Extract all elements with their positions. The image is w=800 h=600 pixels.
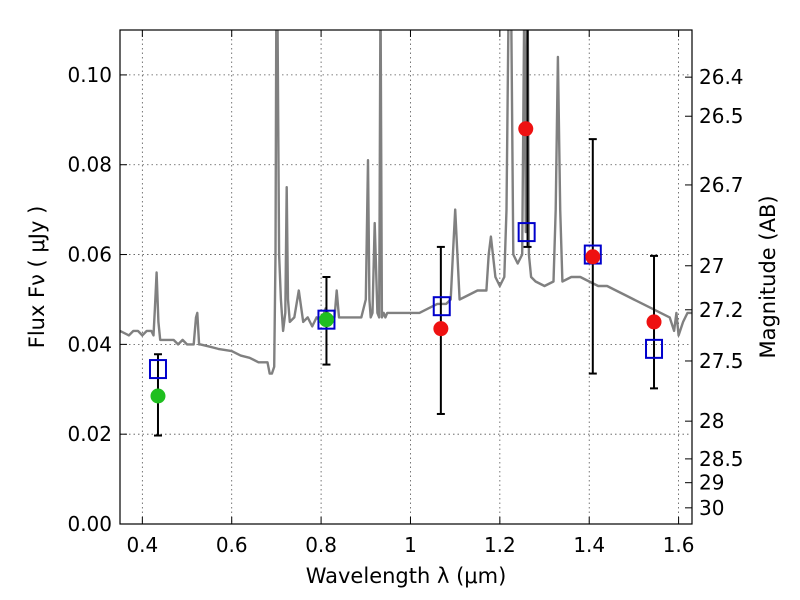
x-axis-label: Wavelength λ (μm) [306, 564, 507, 588]
y-tick-label: 0.08 [67, 153, 112, 177]
x-tick-label: 1 [404, 533, 417, 557]
square-marker [148, 359, 167, 380]
y-axis-label: Flux Fν ( μJy ) [25, 206, 49, 349]
x-tick-label: 0.6 [216, 533, 248, 557]
y-right-tick-label: 27 [699, 254, 724, 278]
plot-frame [119, 29, 693, 525]
square-marker [432, 296, 451, 317]
circle-marker [318, 312, 334, 328]
y-right-tick-label: 26.4 [699, 65, 744, 89]
x-tick-label: 1.4 [573, 533, 605, 557]
square-marker [517, 222, 536, 243]
y-tick-label: 0.06 [67, 243, 112, 267]
y-right-tick-label: 26.7 [699, 173, 744, 197]
y-axis-right-label: Magnitude (AB) [756, 195, 780, 358]
y-right-tick-label: 29 [699, 471, 724, 495]
y-tick-label: 0.10 [67, 63, 112, 87]
y-right-tick-label: 28.5 [699, 447, 744, 471]
y-right-tick-label: 30 [699, 496, 724, 520]
spectrum-line [120, 30, 692, 375]
y-tick-label: 0.02 [67, 422, 112, 446]
y-right-tick-label: 27.5 [699, 349, 744, 373]
x-tick-label: 0.4 [126, 533, 158, 557]
y-right-tick-label: 28 [699, 409, 724, 433]
circle-marker [433, 321, 449, 337]
square-marker [645, 338, 664, 359]
y-right-tick-label: 27.2 [699, 298, 744, 322]
y-tick-label: 0.04 [67, 332, 112, 356]
circle-marker [646, 314, 662, 330]
plot-area [120, 30, 692, 437]
square-marker [317, 309, 336, 330]
x-tick-label: 1.2 [484, 533, 516, 557]
grid-layer [120, 30, 692, 525]
marks-layer [148, 30, 664, 437]
circle-marker [585, 249, 601, 265]
x-tick-label: 0.8 [305, 533, 337, 557]
ticks-layer: 0.4 0.6 0.8 1 1.2 1.4 1.6 0.00 0.02 0.04 0.06 0.08 0… [67, 30, 744, 557]
spectrum-layer [120, 30, 692, 375]
y-right-tick-label: 26.5 [699, 104, 744, 128]
circle-marker [518, 121, 534, 137]
y-tick-label: 0.00 [67, 512, 112, 536]
circle-marker [150, 388, 166, 404]
x-tick-label: 1.6 [663, 533, 695, 557]
